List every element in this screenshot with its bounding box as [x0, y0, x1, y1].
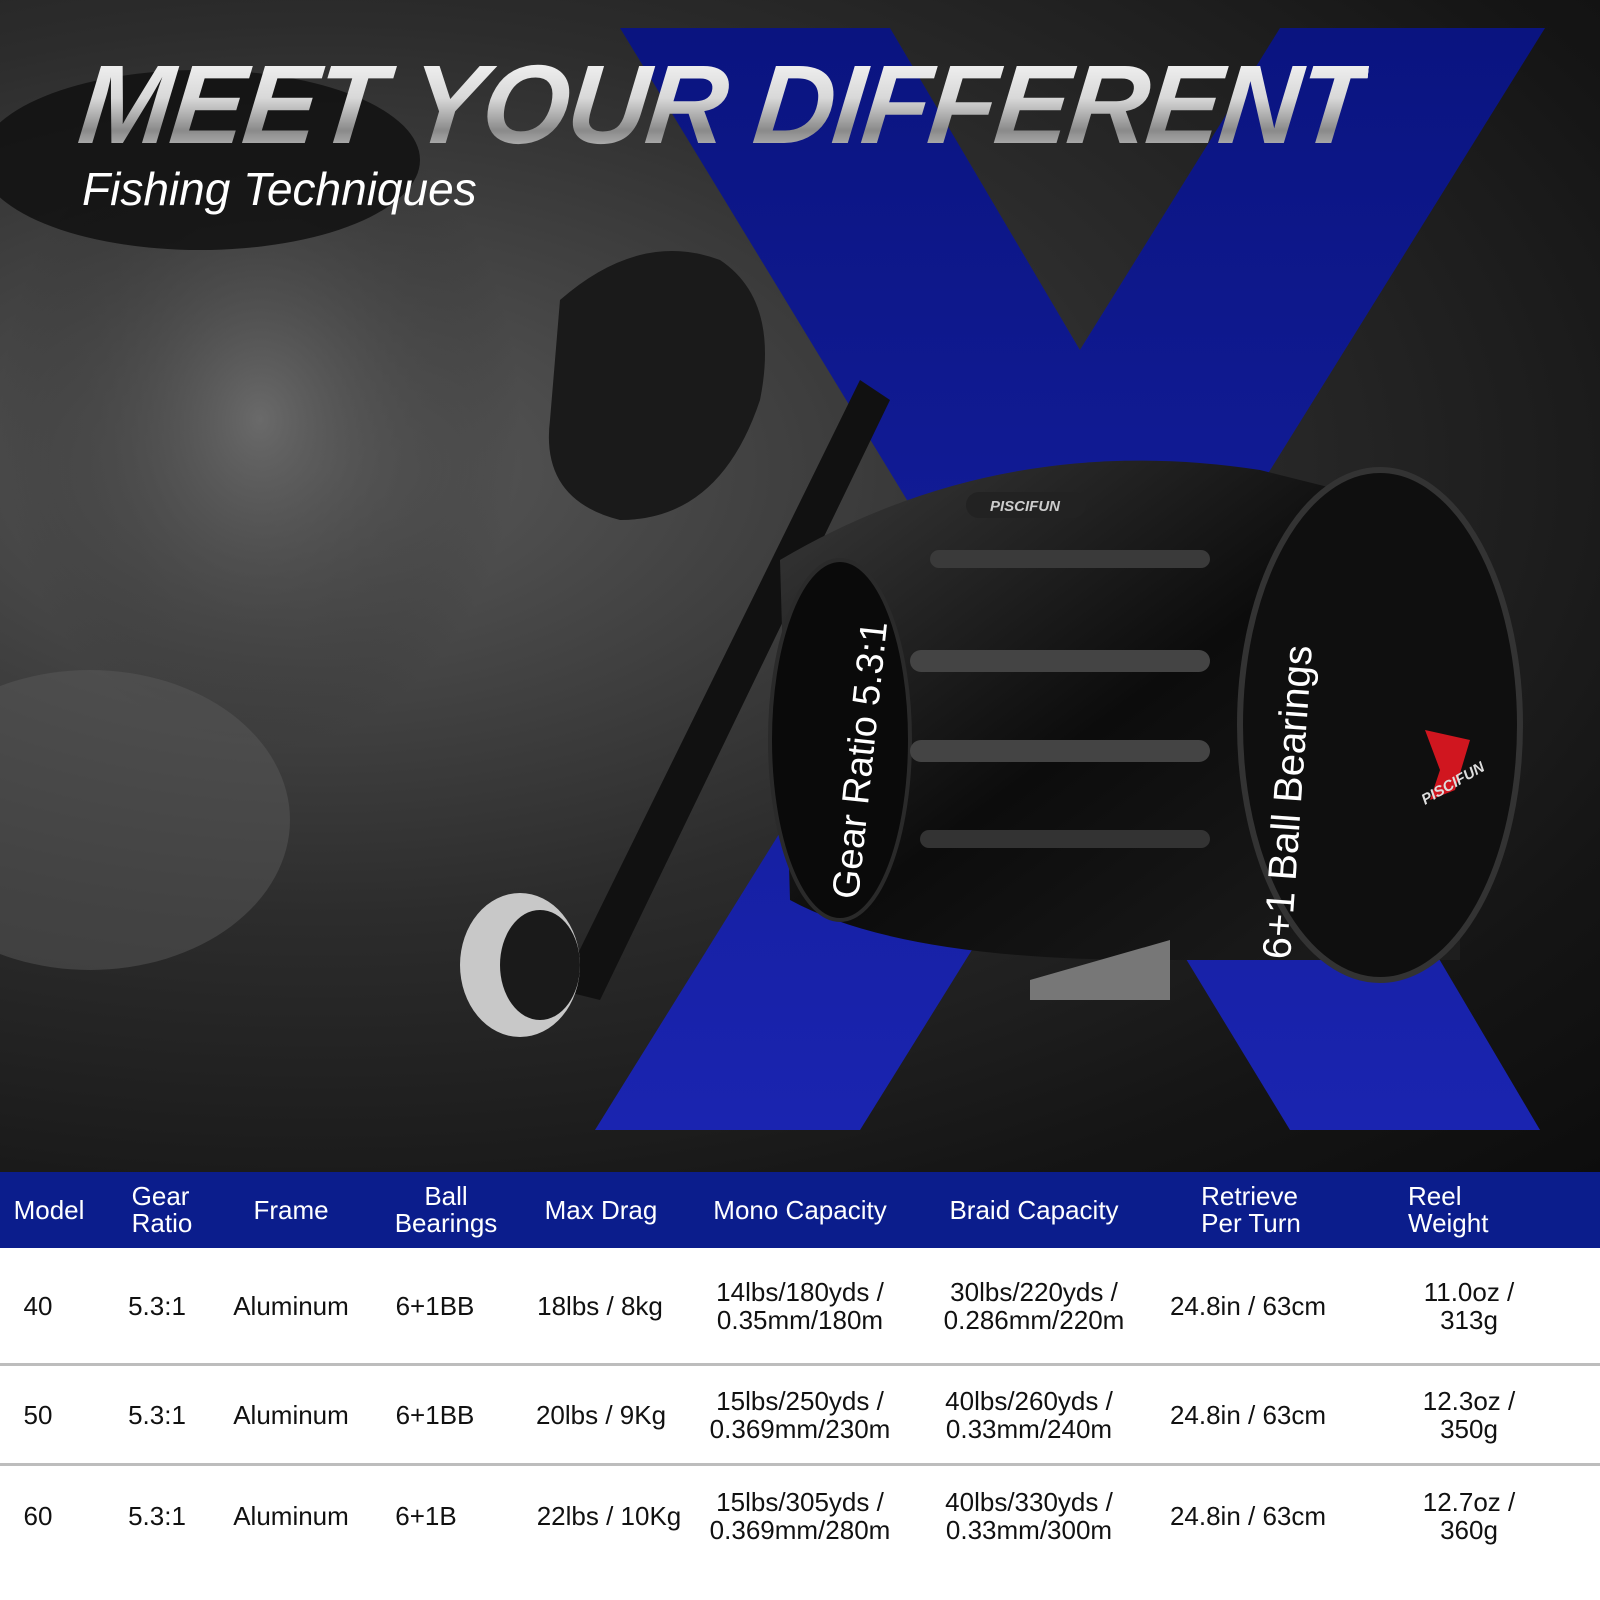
reel-brand-label: PISCIFUN [990, 498, 1061, 515]
header-frame: Frame [253, 1194, 329, 1225]
cell-gear-ratio: 5.3:1 [128, 1290, 186, 1321]
cell-mono-capacity: 15lbs/250yds / 0.369mm/230m [709, 1385, 891, 1444]
header-retrieve-per-turn: Retrieve Per Turn [1201, 1181, 1301, 1238]
cell-ball-bearings: 6+1B [395, 1501, 457, 1531]
angler-cap [0, 70, 420, 250]
header-reel-weight: Reel Weight [1408, 1181, 1489, 1238]
header-max-drag: Max Drag [544, 1194, 658, 1225]
cell-model: 40 [23, 1290, 53, 1321]
cell-ball-bearings: 6+1BB [395, 1290, 475, 1321]
cell-max-drag: 20lbs / 9Kg [535, 1399, 667, 1430]
table-row: 50 5.3:1 Aluminum 6+1BB 20lbs / 9Kg 15lb… [0, 1366, 1600, 1466]
cell-frame: Aluminum [233, 1399, 349, 1430]
cell-mono-capacity: 14lbs/180yds / 0.35mm/180m [716, 1276, 884, 1335]
cell-frame: Aluminum [233, 1290, 349, 1321]
spec-table-header: Model Gear Ratio Frame Ball Bearings Max… [0, 1172, 1600, 1248]
table-row: 60 5.3:1 Aluminum 6+1B 22lbs / 10Kg 15lb… [0, 1466, 1600, 1566]
brand-logo-icon [1425, 730, 1470, 800]
subheadline: Fishing Techniques [82, 163, 477, 215]
cell-braid-capacity: 30lbs/220yds / 0.286mm/220m [943, 1276, 1125, 1335]
cell-retrieve: 24.8in / 63cm [1169, 1501, 1327, 1531]
cell-mono-capacity: 15lbs/305yds / 0.369mm/280m [709, 1487, 891, 1545]
cell-max-drag: 22lbs / 10Kg [536, 1501, 682, 1531]
spec-table: Model Gear Ratio Frame Ball Bearings Max… [0, 1172, 1600, 1600]
cell-weight: 11.0oz / 313g [1423, 1276, 1515, 1335]
cell-weight: 12.3oz / 350g [1422, 1385, 1516, 1444]
cell-model: 50 [23, 1399, 53, 1430]
cell-retrieve: 24.8in / 63cm [1169, 1399, 1327, 1430]
cell-braid-capacity: 40lbs/330yds / 0.33mm/300m [945, 1487, 1113, 1545]
angler-hand [0, 670, 290, 970]
hero-banner: PISCIFUN Gear Ratio 5.3:1 6+1 Ball Beari… [0, 0, 1600, 1172]
cell-ball-bearings: 6+1BB [395, 1399, 475, 1430]
cell-frame: Aluminum [233, 1501, 349, 1531]
cell-gear-ratio: 5.3:1 [128, 1501, 186, 1531]
hero-artwork: PISCIFUN Gear Ratio 5.3:1 6+1 Ball Beari… [0, 28, 1545, 1130]
header-braid-capacity: Braid Capacity [949, 1194, 1119, 1225]
header-model: Model [13, 1194, 85, 1225]
header-ball-bearings: Ball Bearings [394, 1181, 498, 1238]
cell-model: 60 [23, 1501, 53, 1531]
angler-face [0, 90, 520, 750]
cell-braid-capacity: 40lbs/260yds / 0.33mm/240m [945, 1385, 1113, 1444]
header-mono-capacity: Mono Capacity [713, 1194, 887, 1225]
cell-retrieve: 24.8in / 63cm [1169, 1290, 1327, 1321]
cell-weight: 12.7oz / 360g [1422, 1487, 1516, 1545]
cell-gear-ratio: 5.3:1 [128, 1399, 186, 1430]
headline: MEET YOUR DIFFERENT [73, 42, 1372, 167]
header-gear-ratio: Gear Ratio [131, 1181, 193, 1238]
fishing-reel: PISCIFUN Gear Ratio 5.3:1 6+1 Ball Beari… [460, 251, 1523, 1037]
table-row: 40 5.3:1 Aluminum 6+1BB 18lbs / 8kg 14lb… [0, 1248, 1600, 1366]
cell-max-drag: 18lbs / 8kg [537, 1290, 663, 1321]
